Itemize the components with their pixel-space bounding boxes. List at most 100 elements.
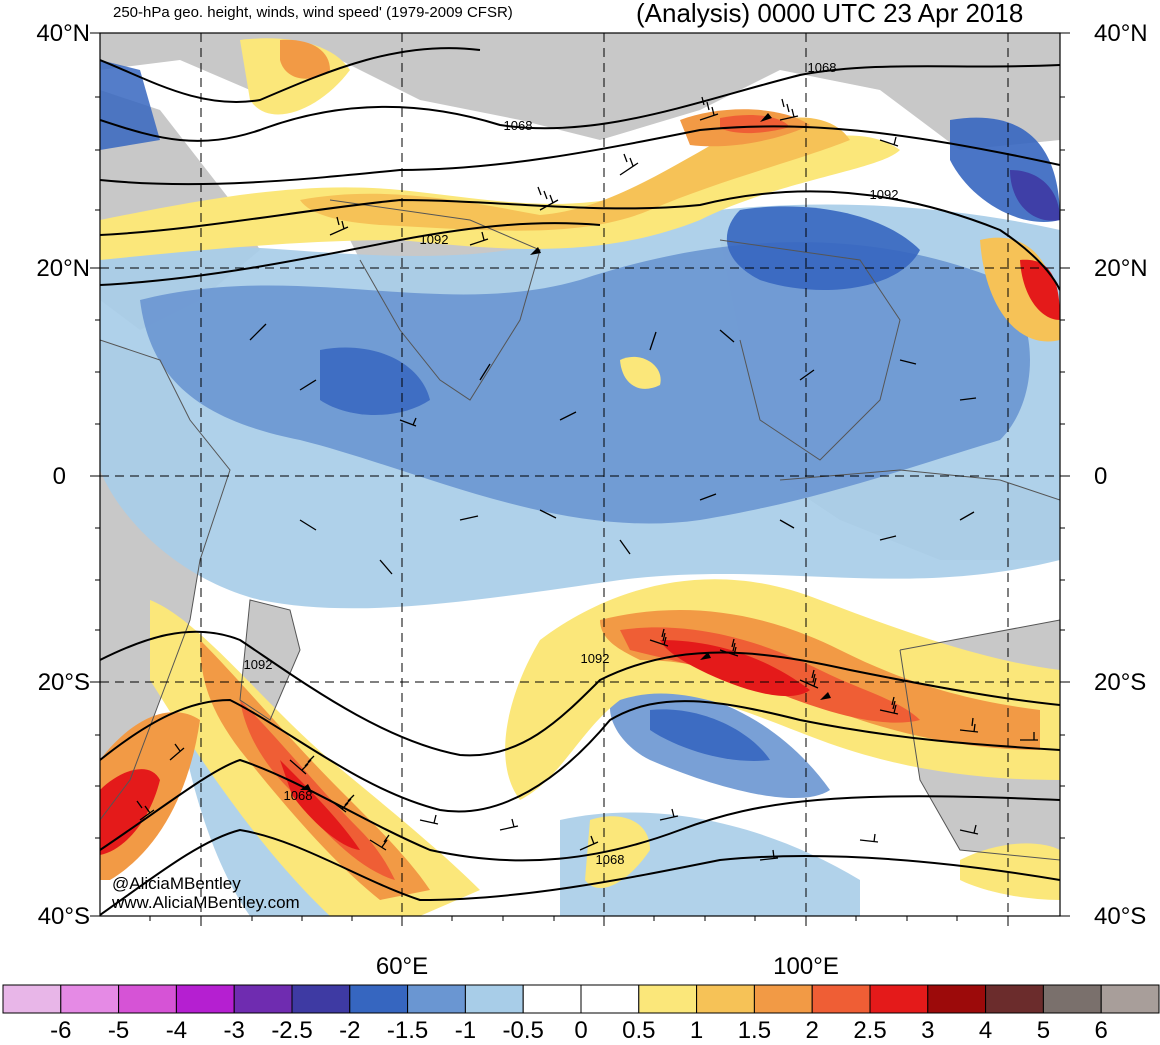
contour-label: 1068 xyxy=(504,118,533,133)
neg-band-mid xyxy=(140,242,1030,524)
colorbar-box xyxy=(175,984,235,1014)
colorbar-label: 0 xyxy=(574,1017,588,1044)
contour-north-1 xyxy=(100,47,481,103)
figure-title-left: 250-hPa geo. height, winds, wind speed' … xyxy=(113,4,513,21)
colorbar-label: 2.5 xyxy=(853,1017,887,1044)
colorbar-box xyxy=(2,984,62,1014)
pos-south-small xyxy=(585,816,650,889)
colorbar-box xyxy=(464,984,524,1014)
contour-north-5 xyxy=(100,222,601,286)
lon-label-60e: 60°E xyxy=(375,953,429,980)
colorbar-label: 1 xyxy=(689,1017,704,1044)
colorbar-label: -4 xyxy=(165,1017,188,1044)
colorbar-box xyxy=(291,984,351,1014)
colorbar-box xyxy=(580,984,640,1014)
axis-ticks xyxy=(90,32,1070,926)
contour-south-4 xyxy=(100,828,1060,916)
colorbar-label: -5 xyxy=(107,1017,130,1044)
pos-sw-africa-red xyxy=(100,769,160,855)
lat-label-40s-left: 40°S xyxy=(37,903,90,930)
coastline-layer xyxy=(100,199,1060,861)
colorbar-box xyxy=(1100,984,1160,1014)
neg-nw-corner xyxy=(100,60,160,150)
colorbar-box xyxy=(696,984,755,1014)
contour-label: 1092 xyxy=(420,232,449,247)
colorbar-label: -6 xyxy=(50,1017,72,1044)
lat-label-20n-right: 20°N xyxy=(1094,255,1148,282)
colorbar-label: 3 xyxy=(921,1017,935,1044)
contour-north-3 xyxy=(100,125,1060,186)
colorbar-box xyxy=(118,984,177,1014)
height-contours xyxy=(100,47,1060,916)
contour-label: 1068 xyxy=(596,852,625,867)
neg-core-bay xyxy=(726,206,920,290)
neg-core-ne-dark xyxy=(1010,170,1060,221)
map-frame xyxy=(99,32,1061,917)
colorbar-label: 1.5 xyxy=(737,1017,772,1044)
contour-south-3 xyxy=(100,758,1060,862)
pos-madagascar-red xyxy=(240,700,395,880)
colorbar-label: -2.5 xyxy=(271,1017,313,1044)
contour-label: 1068 xyxy=(808,60,837,75)
contour-north-2 xyxy=(100,64,1060,142)
lat-label-eq-left: 0 xyxy=(52,463,66,490)
contour-south-1 xyxy=(100,630,1060,757)
pos-equatorial-blob xyxy=(620,356,661,389)
colorbar-box xyxy=(811,984,871,1014)
colorbar-label: 2 xyxy=(805,1017,819,1044)
lat-label-eq-right: 0 xyxy=(1094,463,1108,490)
colorbar-label: 5 xyxy=(1036,1017,1051,1044)
colorbar-box xyxy=(349,984,409,1014)
wind-barb-pennants xyxy=(300,113,831,790)
lon-label-100e: 100°E xyxy=(773,953,839,980)
contour-label: 1092 xyxy=(870,187,899,202)
colorbar-box xyxy=(985,984,1044,1014)
neg-south-core xyxy=(650,709,770,761)
lat-label-40s-right: 40°S xyxy=(1094,903,1147,930)
contour-north-4 xyxy=(100,190,1060,291)
lat-label-20s-left: 20°S xyxy=(37,669,90,696)
colorbar xyxy=(2,984,1160,1014)
wind-barbs xyxy=(136,96,1038,861)
pos-nw-orange xyxy=(280,39,330,79)
colorbar-box xyxy=(233,984,293,1014)
colorbar-box xyxy=(927,984,987,1014)
colorbar-box xyxy=(522,984,582,1014)
contour-south-2 xyxy=(100,698,1060,813)
colorbar-box xyxy=(1042,984,1102,1014)
graticule xyxy=(100,33,1060,916)
map-panel: 1068 1068 1092 1092 1092 1068 1068 1092 xyxy=(100,33,1060,916)
lat-label-40n-right: 40°N xyxy=(1094,20,1148,47)
colorbar-label: 0.5 xyxy=(622,1017,656,1044)
colorbar-box xyxy=(869,984,929,1014)
colorbar-label: -1 xyxy=(454,1017,477,1044)
colorbar-label: 4 xyxy=(978,1017,993,1044)
colorbar-label: -0.5 xyxy=(502,1017,544,1044)
pos-madagascar-core xyxy=(280,760,360,850)
pos-madagascar-orange xyxy=(200,640,430,900)
colorbar-box xyxy=(407,984,466,1014)
colorbar-label: -2 xyxy=(339,1017,361,1044)
colorbar-box xyxy=(753,984,813,1014)
credit-website: www.AliciaMBentley.com xyxy=(112,893,300,912)
contour-label: 1092 xyxy=(244,657,273,672)
figure-title-right: (Analysis) 0000 UTC 23 Apr 2018 xyxy=(636,0,1024,28)
colorbar-box xyxy=(638,984,698,1014)
contour-labels: 1068 1068 1092 1092 1092 1068 1068 1092 xyxy=(244,60,899,867)
colorbar-label: 6 xyxy=(1094,1017,1108,1044)
lat-label-20n-left: 20°N xyxy=(36,255,90,282)
pos-north-core-red xyxy=(720,115,790,134)
contour-label: 1068 xyxy=(284,788,313,803)
credit-handle: @AliciaMBentley xyxy=(112,874,241,893)
land-asia-north xyxy=(100,33,1060,150)
pos-north-jet xyxy=(100,135,900,260)
lat-label-20s-right: 20°S xyxy=(1094,669,1147,696)
colorbar-label: -3 xyxy=(223,1017,245,1044)
contour-label: 1092 xyxy=(581,651,610,666)
lat-label-40n-left: 40°N xyxy=(36,20,90,47)
colorbar-box xyxy=(60,984,120,1014)
colorbar-label: -1.5 xyxy=(386,1017,429,1044)
positive-anomaly-layer xyxy=(100,38,1060,916)
negative-anomaly-layer xyxy=(100,60,1060,916)
